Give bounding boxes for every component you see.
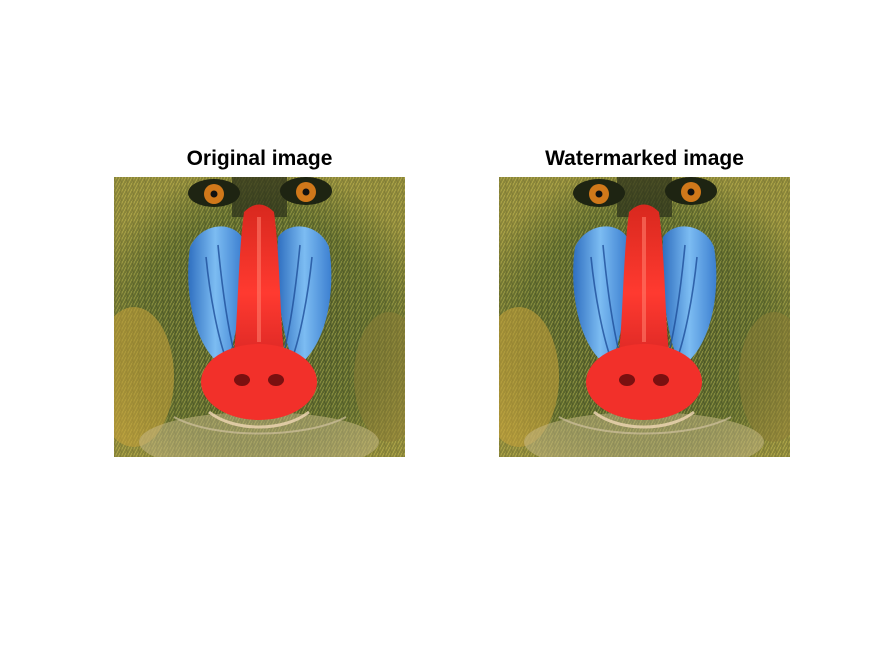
watermarked-image-title: Watermarked image (545, 147, 744, 170)
mandrill-photo-original (114, 177, 405, 457)
watermarked-image (499, 177, 790, 457)
original-image (114, 177, 405, 457)
watermarked-panel: Watermarked image (499, 0, 790, 656)
mandrill-photo-watermarked (499, 177, 790, 457)
original-image-title: Original image (186, 147, 333, 170)
original-panel: Original image (114, 0, 405, 656)
